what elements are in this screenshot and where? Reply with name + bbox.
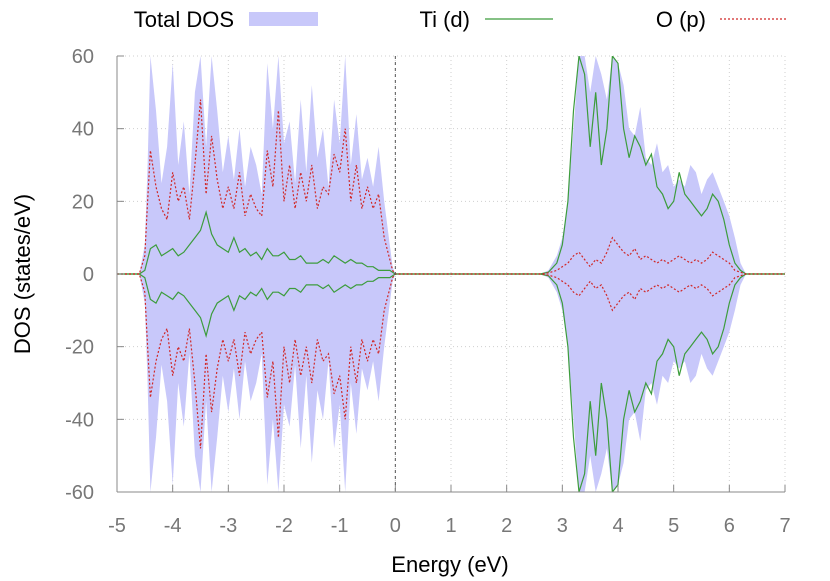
y-tick-label: -40 xyxy=(65,409,94,431)
legend-label-o-p: O (p) xyxy=(656,7,706,32)
x-tick-label: 7 xyxy=(779,515,790,537)
x-tick-label: -4 xyxy=(164,515,182,537)
x-tick-label: -5 xyxy=(108,515,126,537)
x-tick-label: -3 xyxy=(219,515,237,537)
x-tick-label: 0 xyxy=(390,515,401,537)
o-p-line-up xyxy=(117,99,785,275)
legend: Total DOS Ti (d) O (p) xyxy=(134,7,787,32)
y-tick-label: -60 xyxy=(65,482,94,504)
y-tick-label: 20 xyxy=(72,191,94,213)
x-tick-label: -1 xyxy=(331,515,349,537)
x-tick-label: 6 xyxy=(724,515,735,537)
x-tick-label: 1 xyxy=(445,515,456,537)
ti-d-line-up xyxy=(117,56,785,275)
x-tick-label: -2 xyxy=(275,515,293,537)
legend-label-ti-d: Ti (d) xyxy=(419,7,470,32)
y-tick-label: -20 xyxy=(65,337,94,359)
y-tick-label: 40 xyxy=(72,119,94,141)
plot-area xyxy=(117,56,785,492)
y-tick-label: 60 xyxy=(72,46,94,68)
legend-label-total-dos: Total DOS xyxy=(134,7,234,32)
y-axis-label: DOS (states/eV) xyxy=(10,194,35,354)
o-p-line-down xyxy=(117,273,785,449)
y-tick-label: 0 xyxy=(83,264,94,286)
legend-swatch-total-dos xyxy=(249,12,318,26)
x-axis-label: Energy (eV) xyxy=(391,552,508,577)
total-dos-area xyxy=(117,56,785,492)
ti-d-line-down xyxy=(117,273,785,492)
x-tick-label: 4 xyxy=(612,515,623,537)
axes: -5 -4 -3 -2 -1 0 1 2 3 4 5 6 7 60 40 20 0 -20 -40 -60 xyxy=(65,46,790,537)
x-tick-label: 2 xyxy=(501,515,512,537)
x-tick-label: 3 xyxy=(557,515,568,537)
x-tick-label: 5 xyxy=(668,515,679,537)
